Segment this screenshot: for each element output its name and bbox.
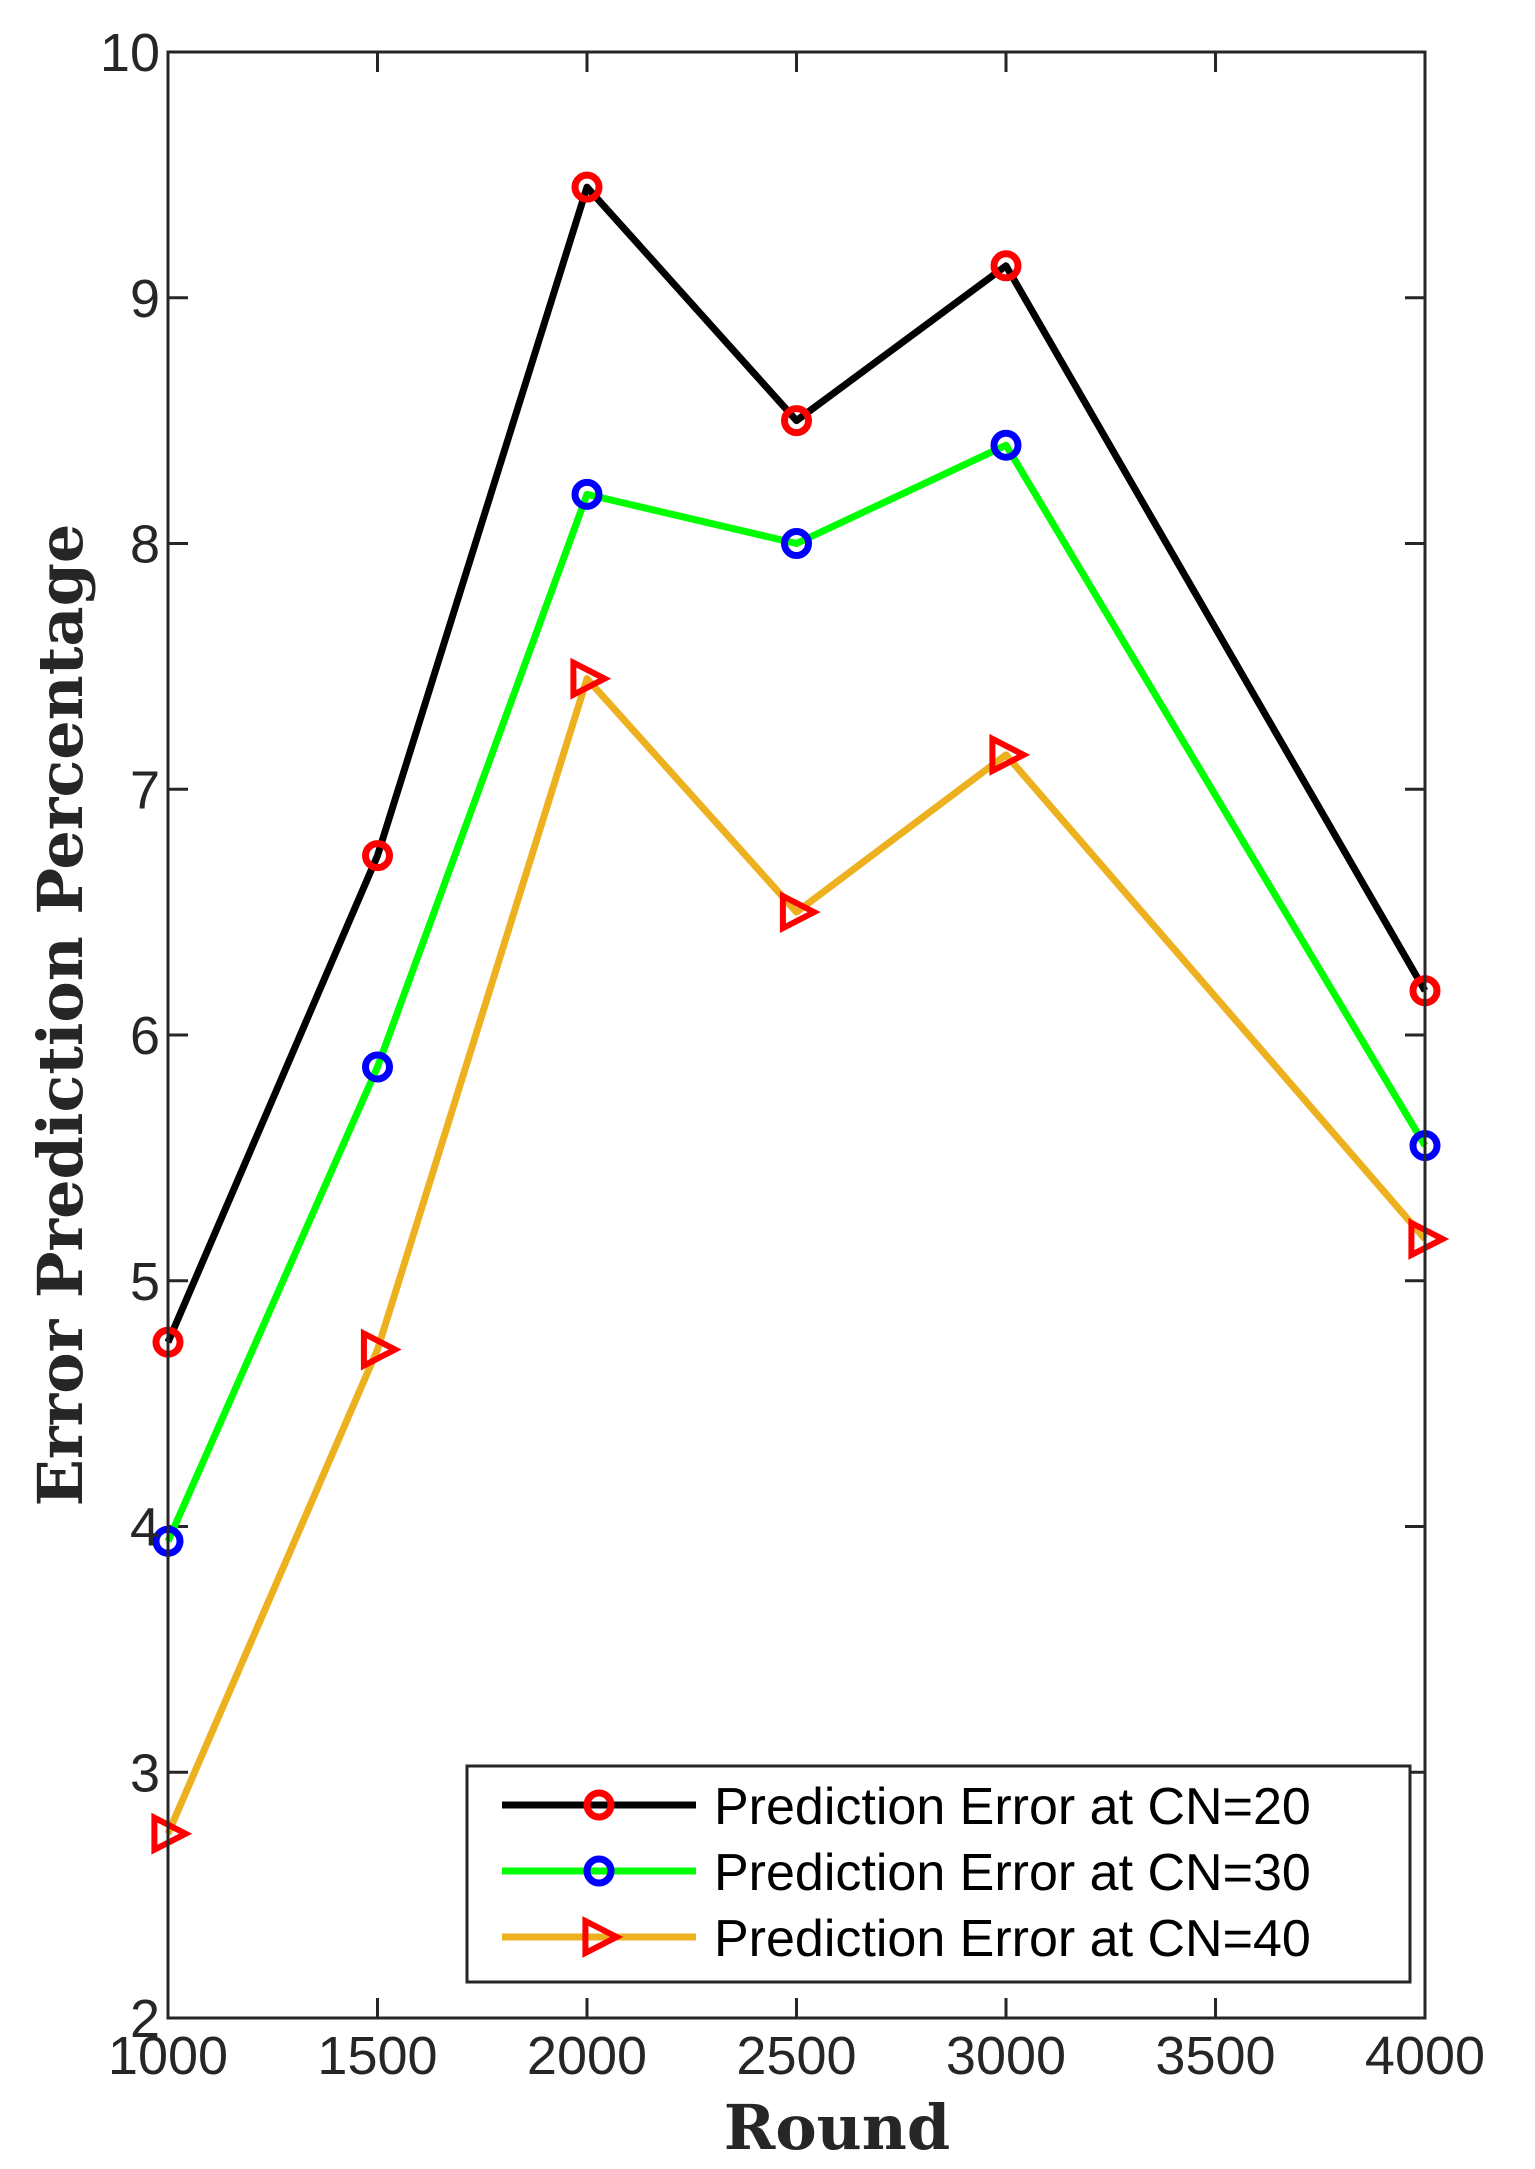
data-point-series-1 bbox=[571, 478, 603, 510]
legend-marker-2 bbox=[582, 1916, 624, 1958]
series-line-2 bbox=[164, 675, 1428, 1836]
y-tick-label: 3 bbox=[130, 1743, 160, 1803]
x-axis-title: Round bbox=[724, 2091, 950, 2164]
legend-marker-1 bbox=[583, 1855, 615, 1887]
data-point-series-0 bbox=[781, 405, 812, 437]
x-tick-label: 4000 bbox=[1365, 2026, 1485, 2086]
plot-area-frame bbox=[166, 50, 1427, 2020]
y-tick-label: 9 bbox=[130, 269, 160, 329]
data-point-series-0 bbox=[362, 840, 393, 872]
x-tick-label: 3500 bbox=[1155, 2026, 1275, 2086]
data-point-series-2 bbox=[989, 733, 1031, 776]
y-tick-label: 5 bbox=[130, 1252, 160, 1312]
y-tick-label: 10 bbox=[100, 23, 160, 83]
data-point-series-1 bbox=[362, 1051, 393, 1083]
y-tick-label: 4 bbox=[130, 1498, 160, 1558]
data-point-series-2 bbox=[151, 1812, 193, 1855]
legend-label-1: Prediction Error at CN=30 bbox=[714, 1844, 1311, 1902]
y-tick-label: 2 bbox=[130, 1989, 160, 2049]
legend-items: Prediction Error at CN=20 Prediction Erro… bbox=[502, 1778, 1311, 1968]
data-point-series-2 bbox=[1408, 1218, 1450, 1260]
tick-labels: 1000 1500 2000 2500 3000 3500 4000 2 3 4 5 6 7 8 9 10 bbox=[100, 23, 1485, 2086]
series-line-0 bbox=[164, 183, 1429, 1344]
x-tick-label: 3000 bbox=[946, 2026, 1066, 2086]
legend: Prediction Error at CN=20 Prediction Erro… bbox=[465, 1764, 1412, 1984]
x-tick-label: 1000 bbox=[108, 2026, 228, 2086]
data-point-series-1 bbox=[781, 528, 812, 559]
x-tick-label: 2500 bbox=[736, 2026, 856, 2086]
x-tick-label: 2000 bbox=[527, 2026, 647, 2086]
y-tick-label: 8 bbox=[130, 515, 160, 575]
series-line-1 bbox=[164, 441, 1429, 1543]
legend-marker-0 bbox=[583, 1789, 615, 1821]
data-point-series-2 bbox=[779, 891, 821, 934]
x-tick-label: 1500 bbox=[317, 2026, 437, 2086]
y-tick-label: 6 bbox=[130, 1006, 160, 1066]
data-point-series-2 bbox=[570, 657, 612, 700]
series-lines bbox=[164, 183, 1429, 1836]
data-point-series-1 bbox=[990, 429, 1022, 461]
data-point-series-0 bbox=[571, 171, 603, 203]
legend-label-2: Prediction Error at CN=40 bbox=[714, 1910, 1311, 1968]
legend-label-0: Prediction Error at CN=20 bbox=[714, 1778, 1311, 1836]
y-axis-title: Error Prediction Percentage bbox=[24, 524, 97, 1507]
data-point-series-0 bbox=[990, 250, 1022, 282]
y-tick-label: 7 bbox=[130, 760, 160, 820]
data-point-series-2 bbox=[360, 1328, 402, 1371]
